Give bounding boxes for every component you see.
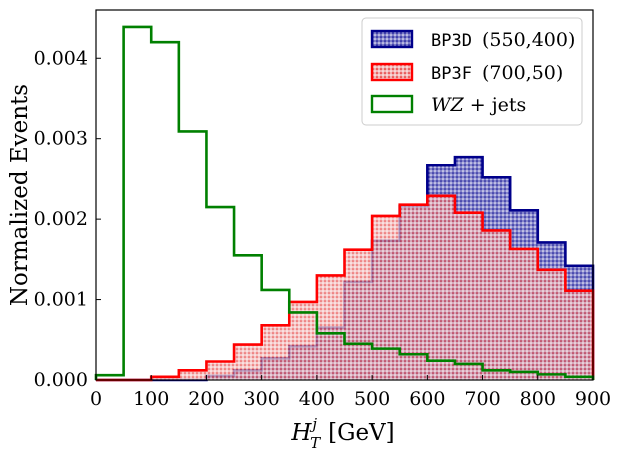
- y-tick-label-4: 0.004: [34, 47, 88, 69]
- legend: BP3D (550,400) BP3F (700,50) WZ + jets: [361, 17, 583, 126]
- bar-bp3f-12: [427, 195, 455, 380]
- bar-bp3f-6: [261, 325, 290, 380]
- bar-bp3f-13: [454, 212, 483, 380]
- axes-frame: [95, 9, 594, 381]
- x-axis-label-base: H: [290, 420, 312, 446]
- legend-label-bp3d: BP3D (550,400): [431, 29, 575, 51]
- step-line-bp3f: [96, 194, 595, 382]
- bar-bp3f-8: [316, 275, 345, 380]
- series-bp3f: [96, 194, 595, 382]
- y-axis-label: Normalized Events: [7, 84, 33, 306]
- bar-bp3f-16: [537, 269, 566, 380]
- x-axis-label: Hj T [GeV]: [290, 415, 394, 452]
- x-axis-label-unit: [GeV]: [328, 420, 395, 446]
- x-axis-label-sup: j: [309, 415, 317, 433]
- legend-box: [361, 17, 583, 126]
- bar-bp3f-17: [565, 290, 593, 380]
- bar-bp3f-7: [289, 301, 317, 380]
- legend-wz-rest: + jets: [464, 94, 527, 116]
- y-tick-label-0: 0.000: [34, 369, 88, 391]
- bar-bp3f-9: [344, 249, 373, 380]
- bar-bp3f-4: [206, 361, 235, 380]
- tick-layer: 0 100 200 300 400 500 600 700 800 900 0.000 0.001 0.…: [34, 47, 612, 410]
- x-tick-label-400: 400: [299, 388, 335, 410]
- legend-code-bp3d: BP3D: [431, 31, 472, 51]
- legend-label-wz: WZ + jets: [431, 94, 526, 116]
- series-wz-jets: [94, 25, 595, 380]
- x-tick-label-500: 500: [354, 388, 390, 410]
- bar-bp3f-5: [234, 344, 262, 380]
- x-tick-label-100: 100: [133, 388, 169, 410]
- legend-wz-main: WZ: [431, 94, 465, 116]
- legend-code-bp3f: BP3F: [431, 64, 472, 84]
- legend-swatch-bp3d: [370, 29, 414, 49]
- series-layer: [94, 25, 595, 382]
- y-tick-label-1: 0.001: [34, 289, 88, 311]
- x-tick-label-0: 0: [90, 388, 102, 410]
- x-tick-label-900: 900: [575, 388, 611, 410]
- step-line-wz-jets: [94, 25, 595, 380]
- bar-bp3f-11: [399, 204, 428, 380]
- x-axis-label-sub: T: [310, 434, 321, 452]
- bar-bp3f-15: [510, 248, 538, 380]
- x-tick-label-600: 600: [409, 388, 445, 410]
- x-tick-label-700: 700: [464, 388, 500, 410]
- legend-params-bp3f: (700,50): [482, 62, 563, 84]
- legend-swatch-bp3f: [370, 62, 414, 82]
- y-tick-label-3: 0.003: [34, 128, 88, 150]
- bar-bp3f-3: [178, 370, 207, 380]
- legend-label-bp3f: BP3F (700,50): [431, 62, 563, 84]
- bar-bp3f-14: [482, 230, 511, 380]
- x-tick-label-300: 300: [244, 388, 280, 410]
- legend-params-bp3d: (550,400): [482, 29, 575, 51]
- x-tick-label-800: 800: [520, 388, 556, 410]
- legend-swatch-wz: [370, 94, 414, 114]
- x-tick-label-200: 200: [188, 388, 224, 410]
- bar-bp3f-10: [372, 215, 400, 380]
- bar-bp3f-2: [151, 376, 179, 380]
- y-tick-label-2: 0.002: [34, 208, 88, 230]
